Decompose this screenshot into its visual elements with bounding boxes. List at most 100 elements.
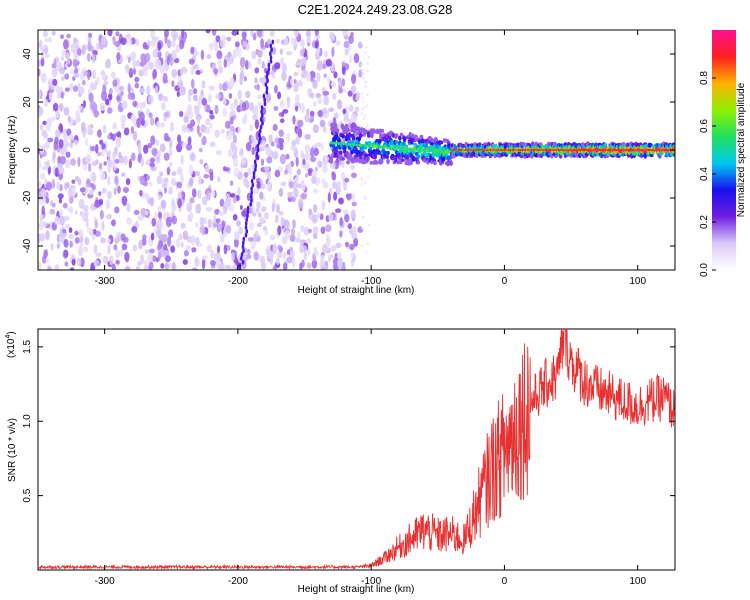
heatmap-cell — [449, 160, 453, 166]
heatmap-cell — [85, 178, 91, 188]
heatmap-cell — [139, 61, 145, 67]
heatmap-cell — [66, 128, 72, 136]
heatmap-cell — [38, 106, 44, 116]
heatmap-cell — [188, 58, 195, 65]
heatmap-cell — [299, 262, 303, 270]
heatmap-cell — [325, 58, 332, 67]
heatmap-cell — [70, 158, 76, 166]
heatmap-cell — [214, 104, 219, 115]
heatmap-cell — [350, 209, 356, 219]
heatmap-cell — [90, 145, 96, 152]
heatmap-cell — [120, 233, 126, 242]
heatmap-cell — [65, 52, 70, 60]
heatmap-cell — [350, 85, 357, 94]
heatmap-cell — [241, 210, 247, 217]
heatmap-cell — [219, 233, 225, 244]
heatmap-cell — [323, 73, 328, 79]
heatmap-cell — [139, 189, 143, 197]
heatmap-cell — [313, 204, 318, 213]
heatmap-cell — [300, 102, 305, 114]
snr-y-ticks: 0.5 1.0 1.5 — [22, 339, 675, 503]
heatmap-cell — [159, 122, 166, 128]
heatmap-cell — [208, 85, 215, 91]
heatmap-cell — [244, 232, 248, 238]
y-tick-label: -40 — [22, 238, 33, 253]
heatmap-cell — [42, 44, 49, 55]
heatmap-cell — [295, 93, 300, 104]
heatmap-cell — [250, 239, 256, 250]
heatmap-cell — [105, 199, 111, 210]
heatmap-cell — [240, 252, 244, 257]
heatmap-cell — [366, 70, 369, 72]
heatmap-cell — [338, 197, 344, 205]
heatmap-cell — [327, 77, 331, 84]
heatmap-cell — [278, 210, 284, 216]
heatmap-cell — [170, 40, 176, 48]
heatmap-cell — [201, 226, 205, 236]
heatmap-cell — [297, 198, 304, 209]
heatmap-cell — [366, 94, 369, 97]
colorbar: 0.0 0.2 0.4 0.6 0.8 Normalized spectral ampl… — [699, 30, 747, 277]
heatmap-cell — [278, 129, 284, 137]
heatmap-cell — [72, 37, 78, 44]
heatmap-cell — [149, 157, 156, 163]
heatmap-cell — [311, 170, 318, 177]
heatmap-cell — [341, 66, 346, 75]
heatmap-cell — [355, 91, 360, 102]
heatmap-cell — [360, 179, 363, 182]
heatmap-cell — [44, 141, 51, 150]
heatmap-cell — [142, 66, 147, 73]
heatmap-cell — [267, 179, 271, 190]
heatmap-cell — [361, 227, 364, 230]
heatmap-cell — [383, 150, 387, 155]
heatmap-cell — [150, 117, 155, 126]
heatmap-cell — [128, 158, 132, 169]
heatmap-cell — [259, 124, 263, 130]
heatmap-cell — [161, 182, 168, 189]
heatmap-cell — [103, 161, 107, 166]
heatmap-cell — [194, 50, 199, 56]
heatmap-cell — [71, 258, 76, 266]
snr-y-multiplier: (x104) — [5, 331, 17, 358]
heatmap-cell — [70, 42, 77, 54]
heatmap-cell — [286, 51, 293, 56]
heatmap-cell — [144, 210, 149, 216]
heatmap-cell — [322, 63, 327, 70]
heatmap-cell — [101, 220, 105, 231]
heatmap-cell — [216, 176, 221, 183]
heatmap-cell — [299, 49, 304, 57]
heatmap-cell — [308, 228, 312, 234]
heatmap-cell — [321, 243, 328, 254]
heatmap-cell — [341, 78, 346, 87]
heatmap-cell — [252, 174, 256, 180]
heatmap-cell — [322, 164, 328, 173]
heatmap-cell — [256, 147, 260, 153]
heatmap-cell — [410, 133, 415, 139]
heatmap-cell — [105, 98, 110, 106]
heatmap-cell — [367, 140, 372, 145]
heatmap-cell — [237, 171, 243, 181]
heatmap-cell — [98, 162, 103, 170]
heatmap-cell — [168, 186, 173, 194]
heatmap-cell — [312, 226, 319, 235]
heatmap-cell — [221, 220, 226, 229]
heatmap-cell — [328, 212, 334, 222]
heatmap-cell — [351, 172, 357, 179]
heatmap-cell — [110, 71, 116, 79]
heatmap-cell — [313, 147, 319, 156]
heatmap-cell — [270, 70, 275, 76]
heatmap-cell — [120, 172, 126, 177]
heatmap-cell — [198, 132, 202, 138]
heatmap-cell — [177, 198, 182, 209]
heatmap-cell — [316, 213, 321, 218]
heatmap-cell — [215, 93, 221, 99]
heatmap-cell — [107, 30, 113, 37]
snr-x-ticks: -300 -200 -100 0 100 — [95, 329, 646, 587]
heatmap-cell — [120, 37, 127, 46]
multiplier-open: (x10 — [6, 338, 17, 358]
heatmap-cell — [98, 191, 102, 196]
heatmap-cell — [206, 244, 212, 253]
heatmap-cell — [350, 112, 356, 124]
heatmap-cell — [94, 144, 99, 154]
heatmap-cell — [299, 58, 305, 67]
